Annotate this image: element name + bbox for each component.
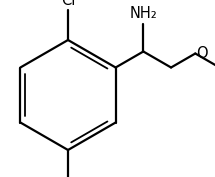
- Text: NH₂: NH₂: [129, 7, 157, 21]
- Text: Cl: Cl: [61, 0, 75, 8]
- Text: O: O: [196, 46, 208, 61]
